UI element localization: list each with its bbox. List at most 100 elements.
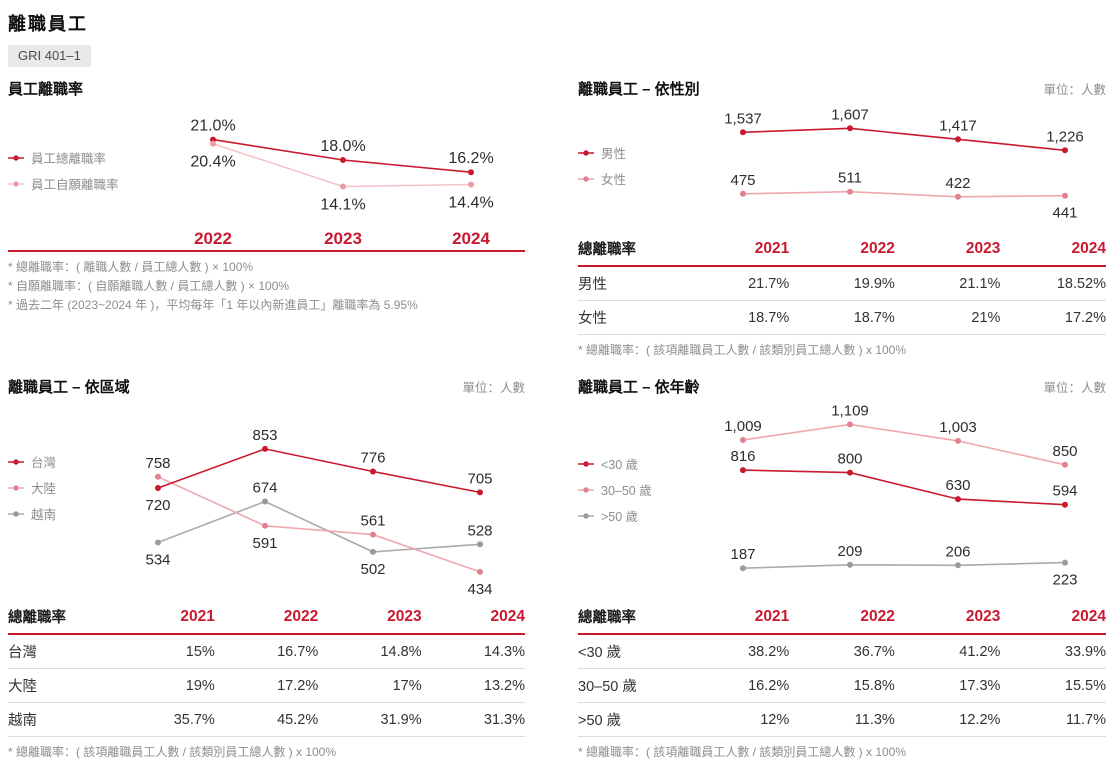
legend-item: 員工自願離職率 xyxy=(8,174,119,193)
data-label: 16.2% xyxy=(448,150,493,167)
turnover-rate-svg: 21.0% 18.0% 16.2% 20.4% 14.1% 14.4% 2022 2023 20… xyxy=(190,118,493,248)
panel-by-age: 離職員工 – 依年齡 單位：人數 816 800 630 594 1,009 1,109 1… xyxy=(578,376,1106,760)
legend-item: >50 歲 xyxy=(578,506,652,525)
table-row: <30 歲 38.2% 36.7% 41.2% 33.9% xyxy=(578,634,1106,669)
table-header-row: 總離職率 2021 2022 2023 2024 xyxy=(8,600,525,635)
data-point xyxy=(370,548,376,555)
cell-value: 21.1% xyxy=(894,266,1001,301)
cell-value: 17.3% xyxy=(894,668,1001,703)
cell-value: 45.2% xyxy=(214,702,319,737)
data-point xyxy=(1062,192,1068,199)
row-label: <30 歲 xyxy=(578,634,684,669)
legend-label: 員工總離職率 xyxy=(31,152,107,166)
data-label: 441 xyxy=(1052,205,1077,222)
panel-by-region: 離職員工 – 依區域 單位：人數 720 853 776 705 758 591 561 43… xyxy=(8,376,525,760)
row-label: >50 歲 xyxy=(578,702,684,737)
data-point xyxy=(955,562,961,569)
x-axis-year-label: 2024 xyxy=(452,229,490,248)
year-column-header: 2022 xyxy=(789,600,895,635)
footnote: * 總離職率：( 該項離職員工人數 / 該類別員工總人數 ) x 100% xyxy=(578,745,907,759)
data-label: 1,417 xyxy=(939,117,977,134)
data-label: 1,537 xyxy=(724,110,762,127)
year-column-header: 2022 xyxy=(214,600,319,635)
data-label: 776 xyxy=(360,450,385,467)
by-gender-svg: 1,537 1,607 1,417 1,226 475 511 422 441 xyxy=(724,106,1084,222)
by-gender-line-chart: 1,537 1,607 1,417 1,226 475 511 422 441 男性 女性 xyxy=(578,98,1106,228)
data-point xyxy=(955,136,961,143)
cell-value: 11.7% xyxy=(1000,702,1106,737)
data-label: 1,607 xyxy=(831,106,869,123)
footnote: * 總離職率：( 該項離職員工人數 / 該類別員工總人數 ) x 100% xyxy=(8,745,337,759)
data-point xyxy=(1062,501,1068,508)
data-label: 561 xyxy=(360,513,385,530)
series-line-2 xyxy=(742,561,1066,569)
x-axis-year-label: 2023 xyxy=(324,229,362,248)
by-age-line-chart: 816 800 630 594 1,009 1,109 1,003 850 187 209 206 2… xyxy=(578,396,1106,596)
legend-marker-icon xyxy=(578,460,594,467)
cell-value: 18.7% xyxy=(789,300,895,335)
unit-label: 單位：人數 xyxy=(1043,83,1106,97)
legend-label: <30 歲 xyxy=(601,458,639,472)
cell-value: 21.7% xyxy=(683,266,790,301)
footnote: * 自願離職率：( 自願離職人數 / 員工總人數 ) × 100% xyxy=(8,279,290,294)
data-point xyxy=(477,568,483,575)
table-row: >50 歲 12% 11.3% 12.2% 11.7% xyxy=(578,702,1106,737)
data-point xyxy=(262,498,268,505)
data-label: 1,226 xyxy=(1046,128,1084,145)
data-label: 223 xyxy=(1052,572,1077,589)
data-label: 206 xyxy=(945,543,970,560)
data-label: 209 xyxy=(837,543,862,560)
cell-value: 13.2% xyxy=(421,668,525,703)
data-label: 1,009 xyxy=(724,418,762,435)
cell-value: 21% xyxy=(894,300,1001,335)
by-region-line-chart: 720 853 776 705 758 591 561 434 534 674 502 528 台灣 大陸… xyxy=(8,396,525,596)
gri-badge: GRI 401–1 xyxy=(8,45,91,67)
series-line-1 xyxy=(742,190,1066,198)
table-corner-header: 總離職率 xyxy=(578,600,684,635)
cell-value: 17.2% xyxy=(1000,300,1106,335)
data-label: 422 xyxy=(945,175,970,192)
data-label: 853 xyxy=(252,427,277,444)
row-label: 女性 xyxy=(578,300,684,335)
cell-value: 33.9% xyxy=(1000,634,1106,669)
data-point xyxy=(340,157,346,163)
panel-turnover-rate: 員工離職率 21.0% 18.0% 16.2% 20.4% 14.1% 14.4% 2022… xyxy=(8,78,525,358)
row-label: 男性 xyxy=(578,266,684,301)
data-point xyxy=(740,129,746,136)
legend-item: 越南 xyxy=(8,504,56,523)
year-column-header: 2021 xyxy=(683,232,790,267)
data-point xyxy=(262,445,268,452)
legend-label: 大陸 xyxy=(31,482,57,496)
data-label: 475 xyxy=(730,172,755,189)
data-label: 816 xyxy=(730,448,755,465)
turnover-rate-line-chart: 21.0% 18.0% 16.2% 20.4% 14.1% 14.4% 2022 2023 20… xyxy=(8,98,525,248)
data-label: 1,109 xyxy=(831,402,869,419)
legend-marker-icon xyxy=(8,154,24,161)
data-label: 21.0% xyxy=(190,118,235,135)
cell-value: 17% xyxy=(318,668,422,703)
panel-by-gender: 離職員工 – 依性別 單位：人數 1,537 1,607 1,417 1,226 475… xyxy=(578,78,1106,358)
cell-value: 31.3% xyxy=(421,702,525,737)
unit-label: 單位：人數 xyxy=(462,381,525,395)
data-point xyxy=(847,469,853,476)
data-point xyxy=(955,437,961,444)
legend-item: 台灣 xyxy=(8,452,56,471)
cell-value: 15.8% xyxy=(789,668,895,703)
panels-grid: 員工離職率 21.0% 18.0% 16.2% 20.4% 14.1% 14.4% 2022… xyxy=(8,78,1106,760)
data-label: 705 xyxy=(467,470,492,487)
table-row: 女性 18.7% 18.7% 21% 17.2% xyxy=(578,300,1106,335)
data-point xyxy=(155,473,161,480)
chart-legend: 男性 女性 xyxy=(578,143,626,188)
legend-label: 30–50 歲 xyxy=(601,484,652,498)
legend-label: 越南 xyxy=(31,508,57,522)
row-label: 30–50 歲 xyxy=(578,668,684,703)
data-point xyxy=(477,489,483,496)
legend-marker-icon xyxy=(578,512,594,519)
data-label: 511 xyxy=(838,170,862,187)
legend-item: 員工總離職率 xyxy=(8,148,119,167)
panel-header: 員工離職率 xyxy=(8,78,525,98)
row-label: 越南 xyxy=(8,702,112,737)
data-label: 720 xyxy=(145,497,170,514)
by-region-svg: 720 853 776 705 758 591 561 434 534 674 502 528 xyxy=(145,427,492,596)
